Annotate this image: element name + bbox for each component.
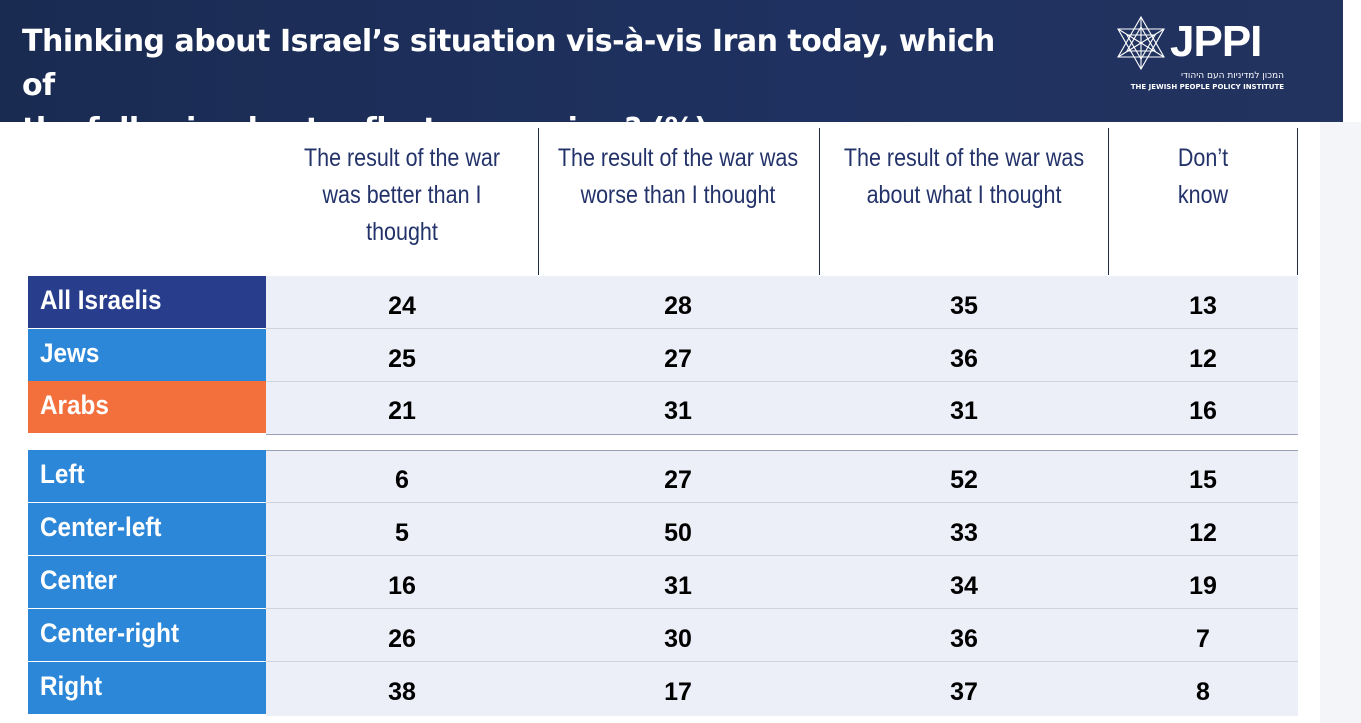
table-cell: 5 [395,519,409,547]
row-divider [266,502,1298,503]
table-cell: 16 [388,572,416,600]
table-cell: 6 [395,466,409,494]
group-demographic-bg [266,276,1298,434]
table-cell: 27 [664,466,692,494]
group-political-bg [266,450,1298,716]
title-line-2: the following best reflects your view? (… [22,112,708,147]
column-divider [1297,128,1298,275]
column-header-line: know [1177,181,1229,209]
row-label-center-right: Center-right [28,609,266,661]
table-cell: 28 [664,292,692,320]
column-header-line: about what I thought [866,181,1062,209]
table-cell: 12 [1189,519,1217,547]
table-cell: 36 [950,625,978,653]
row-label-center-left: Center-left [28,503,266,555]
table-cell: 8 [1196,678,1210,706]
table-cell: 25 [388,345,416,373]
row-divider [266,555,1298,556]
table-cell: 24 [388,292,416,320]
row-label-all-israelis: All Israelis [28,276,266,328]
table-cell: 52 [950,466,978,494]
table-cell: 37 [950,678,978,706]
table-cell: 13 [1189,292,1217,320]
table-cell: 31 [950,397,978,425]
right-margin-strip [1320,122,1361,723]
group-divider [266,450,1298,451]
title-line-1: Thinking about Israel’s situation vis-à-… [22,24,995,103]
table-cell: 7 [1196,625,1210,653]
chart-title: Thinking about Israel’s situation vis-à-… [22,20,1032,152]
row-label-right: Right [28,662,266,714]
column-header-worse: The result of the war was worse than I t… [549,140,807,214]
column-header-line: was better than I [322,181,482,209]
table-cell: 31 [664,397,692,425]
column-divider [819,128,820,275]
table-cell: 12 [1189,345,1217,373]
table-cell: 15 [1189,466,1217,494]
column-header-line: The result of the war was [843,144,1085,172]
row-label-center: Center [28,556,266,608]
table-cell: 17 [664,678,692,706]
row-label-jews: Jews [28,329,266,381]
column-header-line: worse than I thought [580,181,776,209]
logo-text: JPPI [1170,17,1262,66]
row-divider [266,608,1298,609]
row-label-arabs: Arabs [28,381,266,433]
table-cell: 21 [388,397,416,425]
column-header-better: The result of the war was better than I … [273,140,531,251]
column-header-dont-know: Don’t know [1139,140,1268,214]
header-banner: Thinking about Israel’s situation vis-à-… [0,0,1343,147]
row-divider [266,661,1298,662]
table-cell: 34 [950,572,978,600]
table-cell: 27 [664,345,692,373]
table-cell: 50 [664,519,692,547]
column-header-line: thought [366,218,438,246]
table-cell: 33 [950,519,978,547]
table-cell: 31 [664,572,692,600]
column-header-line: The result of the war was [557,144,799,172]
row-divider [266,328,1298,329]
table-cell: 19 [1189,572,1217,600]
column-header-line: Don’t [1177,144,1229,172]
group-divider [266,434,1298,435]
row-divider [266,381,1298,382]
jppi-logo: JPPI המכון למדיניות העם היהודי THE JEWIS… [1112,12,1292,102]
column-header-about: The result of the war was about what I t… [835,140,1093,214]
row-label-left: Left [28,450,266,502]
column-divider [1108,128,1109,275]
table-cell: 30 [664,625,692,653]
logo-subtitle: THE JEWISH PEOPLE POLICY INSTITUTE [1130,83,1284,91]
table-cell: 16 [1189,397,1217,425]
table-cell: 36 [950,345,978,373]
column-divider [538,128,539,275]
table-cell: 38 [388,678,416,706]
table-cell: 26 [388,625,416,653]
logo-hebrew-text: המכון למדיניות העם היהודי [1180,71,1284,81]
table-cell: 35 [950,292,978,320]
column-header-line: The result of the war [304,144,500,172]
star-of-david-icon [1117,15,1165,71]
